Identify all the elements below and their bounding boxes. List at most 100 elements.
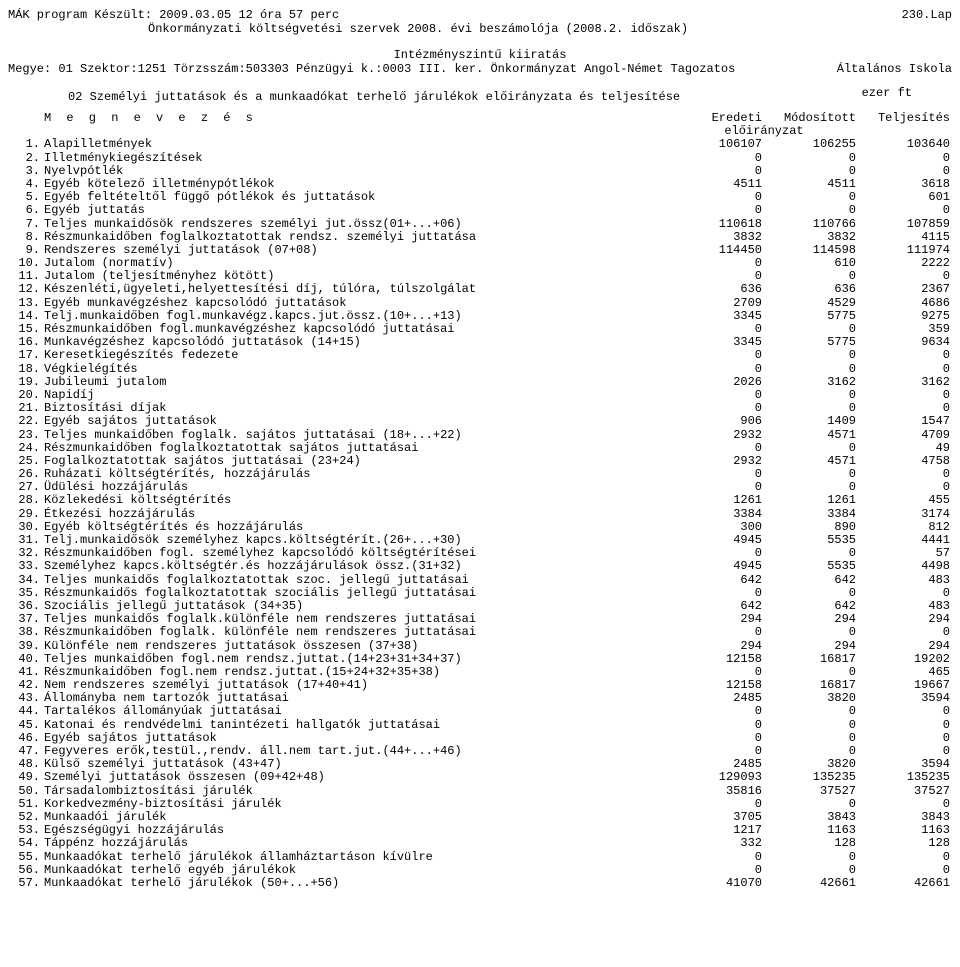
- table-row: 39. Különféle nem rendszeres juttatások …: [8, 640, 952, 653]
- row-label: Készenléti,ügyeleti,helyettesítési díj, …: [42, 283, 670, 296]
- row-number: 56.: [8, 864, 42, 877]
- row-label: Tartalékos állományúak juttatásai: [42, 705, 670, 718]
- row-number: 54.: [8, 837, 42, 850]
- subtitle: Önkormányzati költségvetési szervek 2008…: [8, 22, 952, 36]
- row-label: Alapilletmények: [42, 138, 670, 151]
- row-label: Személyhez kapcs.költségtér.és hozzájáru…: [42, 560, 670, 573]
- row-teljesites: 4709: [858, 429, 952, 442]
- row-modositott: 135235: [764, 771, 858, 784]
- program-info: MÁK program Készült: 2009.03.05 12 óra 5…: [8, 8, 339, 22]
- row-label: Társadalombiztosítási járulék: [42, 785, 670, 798]
- row-modositott: 0: [764, 732, 858, 745]
- row-teljesites: 0: [858, 587, 952, 600]
- row-eredeti: 114450: [670, 244, 764, 257]
- row-number: 19.: [8, 376, 42, 389]
- row-eredeti: 129093: [670, 771, 764, 784]
- row-number: 18.: [8, 363, 42, 376]
- table-row: 50.Társadalombiztosítási járulék35816375…: [8, 785, 952, 798]
- row-label: Teljes munkaidősök rendszeres személyi j…: [42, 218, 670, 231]
- row-eredeti: 12158: [670, 653, 764, 666]
- row-modositott: 0: [764, 204, 858, 217]
- row-teljesites: 2222: [858, 257, 952, 270]
- row-teljesites: 0: [858, 705, 952, 718]
- row-teljesites: 42661: [858, 877, 952, 890]
- row-modositott: 128: [764, 837, 858, 850]
- row-teljesites: 1547: [858, 415, 952, 428]
- row-teljesites: 0: [858, 468, 952, 481]
- row-label: Katonai és rendvédelmi tanintézeti hallg…: [42, 719, 670, 732]
- row-modositott: 0: [764, 349, 858, 362]
- row-teljesites: 3174: [858, 508, 952, 521]
- table-row: 45.Katonai és rendvédelmi tanintézeti ha…: [8, 719, 952, 732]
- row-teljesites: 19202: [858, 653, 952, 666]
- row-modositott: 106255: [764, 138, 858, 151]
- table-row: 51.Korkedvezmény-biztosítási járulék000: [8, 798, 952, 811]
- row-eredeti: 0: [670, 587, 764, 600]
- row-eredeti: 0: [670, 851, 764, 864]
- row-eredeti: 0: [670, 798, 764, 811]
- row-eredeti: 0: [670, 257, 764, 270]
- row-teljesites: 4758: [858, 455, 952, 468]
- row-number: 2.: [8, 152, 42, 165]
- table-row: 6.Egyéb juttatás000: [8, 204, 952, 217]
- row-number: 35.: [8, 587, 42, 600]
- row-teljesites: 0: [858, 363, 952, 376]
- row-number: 49.: [8, 771, 42, 784]
- row-modositott: 37527: [764, 785, 858, 798]
- row-modositott: 3384: [764, 508, 858, 521]
- row-number: 13.: [8, 297, 42, 310]
- row-modositott: 3832: [764, 231, 858, 244]
- row-teljesites: 0: [858, 626, 952, 639]
- row-teljesites: 455: [858, 494, 952, 507]
- row-modositott: 610: [764, 257, 858, 270]
- table-row: 40. Teljes munkaidőben fogl.nem rendsz.j…: [8, 653, 952, 666]
- row-eredeti: 332: [670, 837, 764, 850]
- row-modositott: 3162: [764, 376, 858, 389]
- table-row: 18.Végkielégítés000: [8, 363, 952, 376]
- row-number: 28.: [8, 494, 42, 507]
- row-eredeti: 0: [670, 468, 764, 481]
- row-teljesites: 128: [858, 837, 952, 850]
- table-row: 33. Személyhez kapcs.költségtér.és hozzá…: [8, 560, 952, 573]
- row-modositott: 3820: [764, 692, 858, 705]
- row-eredeti: 0: [670, 349, 764, 362]
- row-label: Részmunkaidőben foglalkoztatottak rendsz…: [42, 231, 670, 244]
- table-row: 35.Részmunkaidős foglalkoztatottak szoci…: [8, 587, 952, 600]
- row-teljesites: 4115: [858, 231, 952, 244]
- page-number: 230.Lap: [902, 8, 952, 22]
- row-modositott: 16817: [764, 653, 858, 666]
- row-number: 12.: [8, 283, 42, 296]
- row-modositott: 0: [764, 851, 858, 864]
- row-modositott: 294: [764, 640, 858, 653]
- table-row: 23. Teljes munkaidőben foglalk. sajátos …: [8, 429, 952, 442]
- table-row: 13.Egyéb munkavégzéshez kapcsolódó jutta…: [8, 297, 952, 310]
- row-teljesites: 483: [858, 574, 952, 587]
- row-label: Munkaadókat terhelő járulékok (50+...+56…: [42, 877, 670, 890]
- row-eredeti: 3345: [670, 336, 764, 349]
- row-eredeti: 3832: [670, 231, 764, 244]
- row-modositott: 4571: [764, 455, 858, 468]
- row-modositott: 642: [764, 574, 858, 587]
- row-teljesites: 2367: [858, 283, 952, 296]
- row-label: Nyelvpótlék: [42, 165, 670, 178]
- row-number: 6.: [8, 204, 42, 217]
- row-eredeti: 2709: [670, 297, 764, 310]
- row-number: 55.: [8, 851, 42, 864]
- data-table: M e g n e v e z é s Eredeti Módosított T…: [8, 112, 952, 890]
- row-teljesites: 9634: [858, 336, 952, 349]
- row-modositott: 0: [764, 152, 858, 165]
- table-row: 28.Közlekedési költségtérítés12611261455: [8, 494, 952, 507]
- row-teljesites: 37527: [858, 785, 952, 798]
- row-label: Közlekedési költségtérítés: [42, 494, 670, 507]
- row-modositott: 0: [764, 626, 858, 639]
- row-number: 24.: [8, 442, 42, 455]
- section-title: 02 Személyi juttatások és a munkaadókat …: [8, 90, 680, 104]
- table-row: 55.Munkaadókat terhelő járulékok államhá…: [8, 851, 952, 864]
- row-teljesites: 0: [858, 389, 952, 402]
- table-row: 29.Étkezési hozzájárulás338433843174: [8, 508, 952, 521]
- row-eredeti: 0: [670, 363, 764, 376]
- row-modositott: 0: [764, 719, 858, 732]
- row-eredeti: 4945: [670, 534, 764, 547]
- row-eredeti: 2485: [670, 692, 764, 705]
- row-number: 57.: [8, 877, 42, 890]
